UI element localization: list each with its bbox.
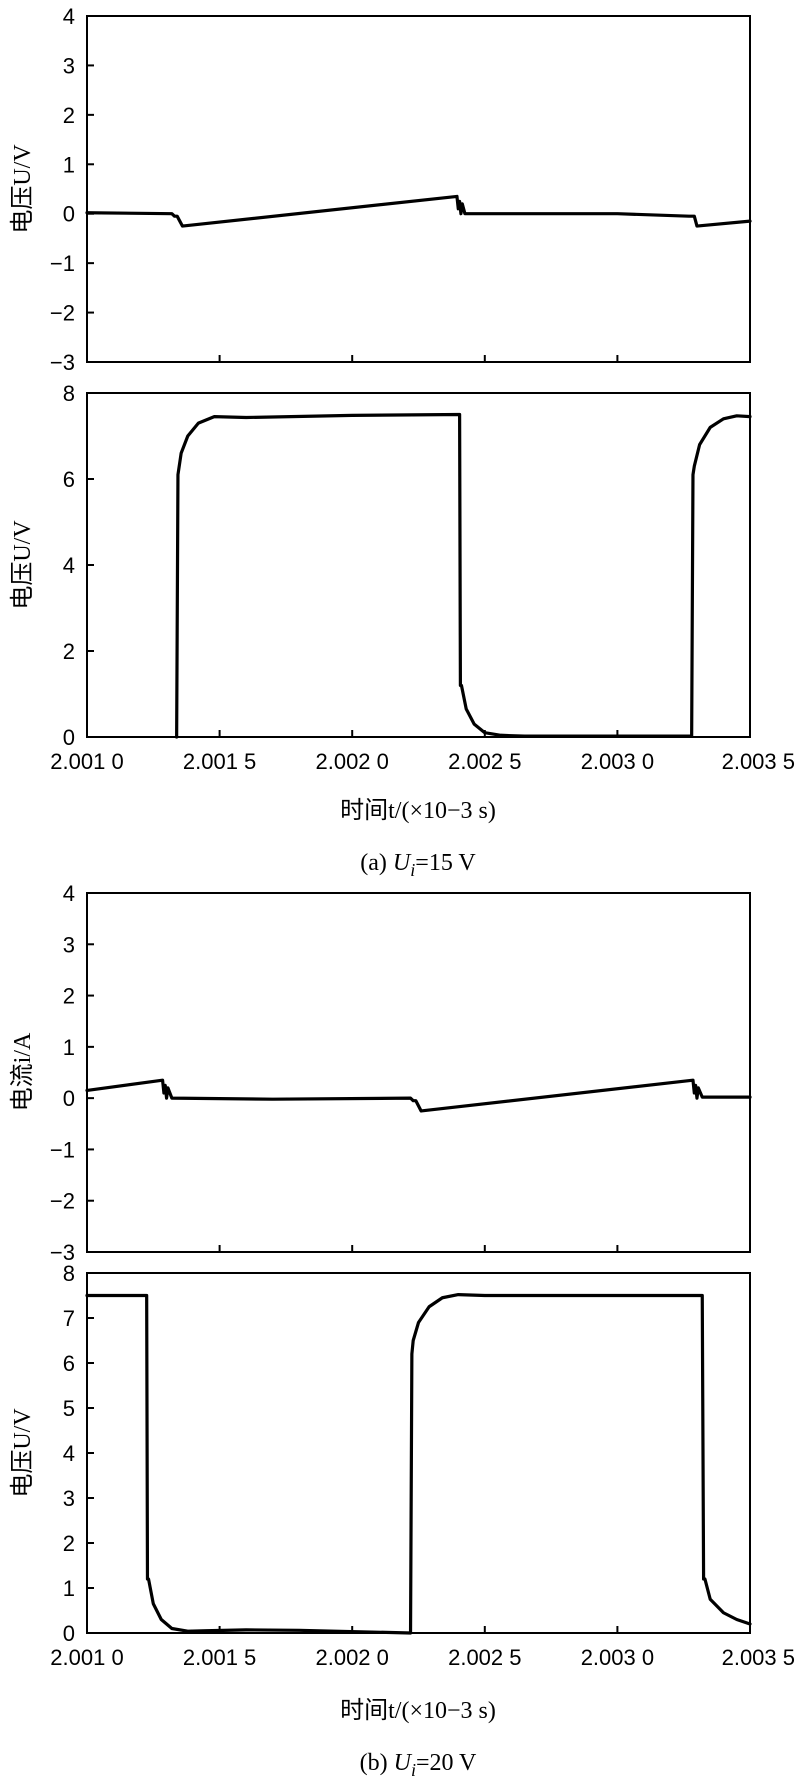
- x-tick-label: 2.001 5: [183, 749, 256, 774]
- x-tick-label: 2.002 5: [448, 1645, 521, 1670]
- panel-b-current: 电流i/A 4 3 2 1 0 −1 −2 −3: [9, 881, 752, 1265]
- x-ticks: [86, 1626, 751, 1633]
- caption-a: (a) Ui=15 V: [360, 850, 476, 880]
- x-axis-title: 时间t/(×10−3 s): [340, 1697, 496, 1724]
- x-tick-label: 2.001 5: [183, 1645, 256, 1670]
- y-tick-label: −1: [50, 1137, 75, 1162]
- caption-b: (b) Ui=20 V: [360, 1750, 477, 1779]
- panel-a-current: 电压U/V 4 3 2 1 0 −1 −2 −3: [9, 4, 752, 375]
- x-tick-label: 2.003 0: [581, 1645, 654, 1670]
- y-tick-label: 1: [63, 152, 75, 177]
- y-tick-label: 0: [63, 725, 75, 750]
- x-tick-labels: 2.001 0 2.001 5 2.002 0 2.002 5 2.003 0 2.003…: [50, 749, 795, 774]
- y-tick-label: 2: [63, 103, 75, 128]
- series-line: [85, 194, 752, 228]
- y-axis-title: 电流i/A: [9, 1032, 36, 1111]
- plot-frame: [86, 15, 751, 363]
- x-ticks: [86, 355, 751, 362]
- series-line: [175, 412, 752, 739]
- plot-frame: [86, 892, 751, 1253]
- y-tick-label: −3: [50, 350, 75, 375]
- y-tick-label: 5: [63, 1396, 75, 1421]
- y-tick-label: 0: [63, 1086, 75, 1111]
- y-tick-label: 6: [63, 1351, 75, 1376]
- y-ticks: 8 6 4 2 0: [63, 381, 94, 750]
- y-tick-label: 0: [63, 202, 75, 227]
- y-tick-label: 0: [63, 1621, 75, 1646]
- x-tick-label: 2.003 5: [722, 749, 795, 774]
- y-tick-label: 3: [63, 1486, 75, 1511]
- y-tick-label: 7: [63, 1306, 75, 1331]
- x-ticks: [86, 1245, 751, 1252]
- panel-a-voltage: 电压U/V 8 6 4 2 0 2.001 0 2.001 5 2.002 0 2.002 5…: [9, 381, 795, 824]
- series-line: [85, 1293, 752, 1635]
- y-tick-label: 1: [63, 1035, 75, 1060]
- x-tick-label: 2.002 0: [315, 1645, 388, 1670]
- plot-frame: [86, 392, 751, 738]
- x-axis-title: 时间t/(×10−3 s): [340, 797, 496, 824]
- y-ticks: 4 3 2 1 0 −1 −2 −3: [50, 881, 94, 1265]
- x-tick-label: 2.002 0: [315, 749, 388, 774]
- x-tick-label: 2.001 0: [50, 749, 123, 774]
- y-tick-label: 6: [63, 467, 75, 492]
- y-tick-label: 1: [63, 1576, 75, 1601]
- series-line: [85, 1078, 752, 1113]
- y-tick-label: 2: [63, 1531, 75, 1556]
- y-tick-label: 8: [63, 1261, 75, 1286]
- y-tick-label: 2: [63, 984, 75, 1009]
- y-axis-title: 电压U/V: [9, 520, 36, 610]
- y-tick-label: 2: [63, 639, 75, 664]
- x-tick-label: 2.001 0: [50, 1645, 123, 1670]
- y-axis-title: 电压U/V: [9, 1408, 36, 1498]
- y-tick-label: −2: [50, 1189, 75, 1214]
- y-tick-label: −1: [50, 251, 75, 276]
- y-tick-label: 3: [63, 53, 75, 78]
- y-axis-title: 电压U/V: [9, 144, 36, 234]
- y-tick-label: 8: [63, 381, 75, 406]
- x-tick-label: 2.002 5: [448, 749, 521, 774]
- y-tick-label: 4: [63, 553, 75, 578]
- y-ticks: 8 7 6 5 4 3 2 1 0: [63, 1261, 94, 1646]
- y-tick-label: 4: [63, 4, 75, 29]
- y-tick-label: −3: [50, 1240, 75, 1265]
- y-tick-label: −2: [50, 301, 75, 326]
- x-tick-label: 2.003 0: [581, 749, 654, 774]
- x-tick-label: 2.003 5: [722, 1645, 795, 1670]
- x-tick-labels: 2.001 0 2.001 5 2.002 0 2.002 5 2.003 0 2.003…: [50, 1645, 795, 1670]
- y-tick-label: 3: [63, 932, 75, 957]
- y-tick-label: 4: [63, 881, 75, 906]
- y-tick-label: 4: [63, 1441, 75, 1466]
